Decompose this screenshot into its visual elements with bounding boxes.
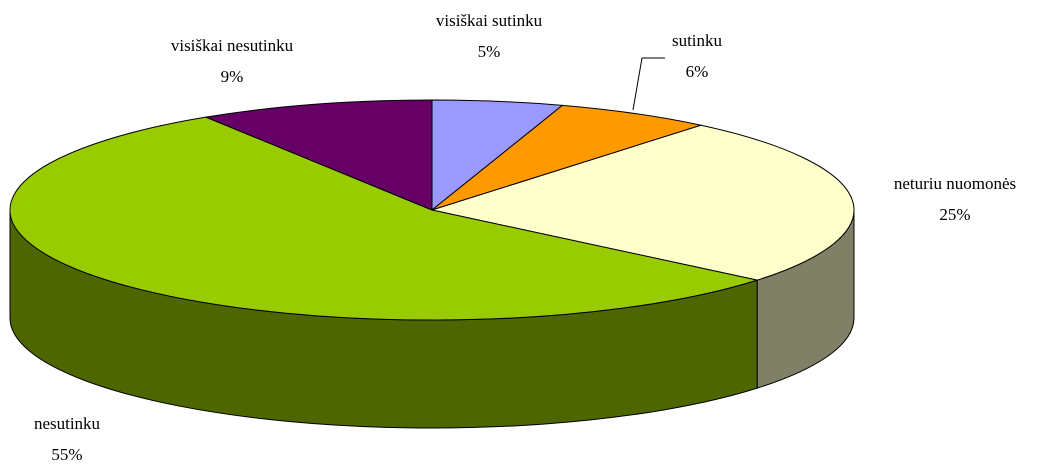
slice-label: nesutinku bbox=[34, 414, 101, 433]
pie-slice bbox=[430, 124, 855, 281]
slice-value-label: 55% bbox=[51, 445, 82, 464]
leader-line bbox=[632, 57, 665, 111]
slice-value-label: 6% bbox=[686, 62, 709, 81]
pie-slice bbox=[9, 116, 760, 321]
slice-label: visiškai sutinku bbox=[436, 11, 543, 30]
pie-slice bbox=[204, 99, 433, 211]
slice-value-label: 9% bbox=[221, 67, 244, 86]
slice-label: visiškai nesutinku bbox=[171, 36, 294, 55]
slice-value-label: 5% bbox=[478, 42, 501, 61]
pie-slice bbox=[431, 104, 703, 211]
slice-value-label: 25% bbox=[939, 205, 970, 224]
slice-label: sutinku bbox=[672, 31, 723, 50]
slice-label: neturiu nuomonės bbox=[894, 174, 1016, 193]
